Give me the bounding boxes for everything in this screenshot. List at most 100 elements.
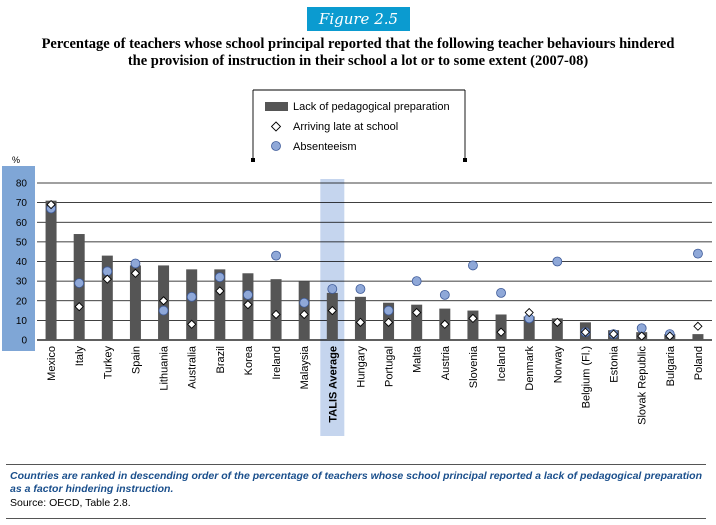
category-label: Denmark: [524, 346, 536, 391]
category-label: Slovenia: [468, 345, 480, 388]
legend-swatch-diamond: [270, 121, 282, 132]
point-diamond: [355, 317, 366, 327]
point-circle: [271, 250, 281, 261]
legend-label: Absenteeism: [293, 141, 357, 153]
legend-corner-dot: [463, 158, 467, 162]
y-tick-label: 0: [21, 336, 27, 347]
point-circle: [243, 289, 253, 300]
legend: Lack of pedagogical preparation Arriving …: [251, 89, 467, 162]
category-label: Belgium (Fl.): [580, 346, 592, 408]
point-circle: [158, 305, 169, 316]
category-label: Ireland: [271, 346, 283, 380]
y-tick-label: 40: [16, 257, 28, 268]
legend-swatch-circle: [271, 141, 281, 151]
category-label: Turkey: [102, 346, 114, 380]
point-circle: [439, 289, 450, 300]
bar: [186, 269, 198, 340]
point-circle: [186, 291, 197, 302]
point-diamond: [524, 307, 534, 318]
point-diamond: [187, 319, 197, 329]
point-diamond: [665, 331, 675, 341]
source-text: Source: OECD, Table 2.8.: [10, 497, 131, 509]
point-circle: [468, 260, 478, 271]
category-label: Norway: [552, 346, 564, 384]
chart: 0 10 20 30 40 50 60 70 80% Mexico Italy Turkey Spain…: [2, 89, 712, 436]
point-circle: [130, 258, 141, 269]
point-diamond: [608, 329, 619, 339]
point-diamond: [412, 307, 422, 318]
point-circle: [496, 287, 506, 298]
point-diamond: [102, 274, 112, 284]
category-label: Austria: [440, 345, 452, 380]
bar: [45, 200, 57, 340]
y-tick-label: 70: [16, 198, 28, 209]
gridlines: [37, 182, 712, 341]
point-circle: [355, 284, 366, 294]
category-label: Estonia: [609, 345, 621, 383]
point-diamond: [552, 317, 562, 327]
category-label: Bulgaria: [665, 345, 677, 386]
category-label: Iceland: [496, 346, 508, 381]
legend-box: [253, 90, 465, 160]
category-label: Mexico: [46, 346, 58, 381]
figure-label: Figure 2.5: [307, 7, 410, 31]
bars-layer: [45, 200, 704, 340]
point-diamond: [496, 327, 506, 337]
point-circle: [74, 278, 85, 288]
point-diamond: [46, 199, 56, 210]
y-tick-label: 10: [16, 316, 28, 327]
legend-label: Arriving late at school: [293, 121, 398, 133]
category-label: Malaysia: [299, 345, 311, 389]
point-diamond: [468, 313, 478, 324]
point-diamond: [243, 300, 253, 310]
category-label: Korea: [243, 345, 255, 375]
bar: [551, 318, 563, 340]
y-tick-label: 60: [16, 218, 28, 229]
category-label: Brazil: [215, 346, 227, 374]
footnote-block: Countries are ranked in descending order…: [10, 470, 710, 510]
category-label: Slovak Republic: [637, 346, 649, 425]
bar: [326, 292, 338, 340]
point-circle: [214, 272, 225, 283]
category-label: Italy: [74, 346, 86, 367]
footnote-top-rule: [6, 464, 706, 465]
bar: [214, 269, 226, 340]
y-tick-label: 50: [16, 237, 28, 248]
point-circle: [299, 297, 310, 308]
bar: [523, 316, 535, 340]
y-axis-band: [2, 166, 35, 351]
point-diamond: [299, 309, 309, 320]
y-tick-label: 30: [16, 277, 28, 288]
category-label: Australia: [187, 345, 199, 389]
y-tick-label: 80: [16, 179, 28, 190]
point-circle: [411, 276, 422, 287]
bar: [411, 304, 423, 340]
bar: [101, 255, 113, 340]
point-diamond: [327, 305, 337, 316]
legend-swatch-bar: [265, 102, 288, 111]
bar: [692, 334, 704, 340]
bar: [495, 314, 507, 340]
bar: [467, 310, 479, 340]
point-circle: [102, 266, 113, 277]
legend-corner-dot: [251, 158, 255, 162]
category-label: TALIS Average: [327, 346, 339, 423]
bar: [270, 279, 282, 340]
point-circle: [383, 305, 394, 316]
category-label: Portugal: [384, 346, 396, 387]
point-diamond: [440, 319, 450, 329]
chart-title-line-1: Percentage of teachers whose school prin…: [41, 36, 675, 52]
point-diamond: [383, 317, 394, 327]
point-diamond: [580, 327, 591, 337]
footnote-bottom-rule: [6, 518, 706, 519]
chart-title: Percentage of teachers whose school prin…: [4, 36, 712, 70]
point-diamond: [637, 331, 647, 341]
category-label: Spain: [130, 346, 142, 374]
point-diamond: [215, 286, 225, 296]
chart-title-line-2: the provision of instruction in their sc…: [127, 53, 589, 69]
point-circle: [552, 256, 563, 267]
y-axis-label: %: [12, 155, 20, 165]
y-tick-label: 20: [16, 296, 28, 307]
legend-label: Lack of pedagogical preparation: [293, 101, 450, 113]
bar: [129, 265, 141, 340]
